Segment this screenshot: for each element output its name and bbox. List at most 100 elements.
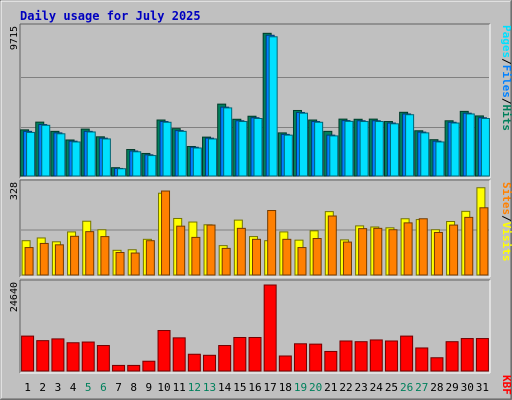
bar-sites-day-12 [191, 236, 201, 276]
bar-pages-day-21 [329, 135, 339, 177]
bar-sites-day-9 [145, 240, 155, 276]
bar-sites-day-22 [342, 241, 352, 276]
bar-kb-f-day-17 [263, 284, 277, 372]
bar-sites-day-14 [221, 247, 231, 276]
x-tick-label: 26 [400, 381, 413, 394]
bar-sites-day-6 [100, 236, 110, 276]
bar-kb-f-day-24 [369, 339, 383, 372]
y-max-label: 24640 [9, 282, 20, 312]
bar-kb-f-day-29 [445, 341, 459, 372]
bar-pages-day-13 [208, 138, 218, 177]
bar-kb-f-day-9 [142, 360, 156, 372]
x-tick-label: 17 [264, 381, 277, 394]
x-tick-label: 12 [188, 381, 201, 394]
bar-kb-f-day-6 [96, 345, 110, 372]
x-tick-label: 11 [173, 381, 186, 394]
bar-sites-day-13 [206, 224, 216, 276]
bar-pages-day-20 [314, 121, 324, 177]
bar-pages-day-29 [450, 122, 460, 177]
x-tick-label: 23 [355, 381, 368, 394]
x-tick-label: 3 [55, 381, 62, 394]
bar-sites-day-29 [449, 224, 459, 276]
bar-sites-day-28 [433, 231, 443, 276]
bar-pages-day-14 [223, 107, 233, 177]
x-tick-label: 10 [157, 381, 170, 394]
x-tick-label: 30 [461, 381, 474, 394]
bar-sites-day-15 [236, 227, 246, 276]
bar-kb-f-day-31 [475, 338, 489, 372]
x-tick-label: 6 [100, 381, 107, 394]
bar-pages-day-12 [192, 147, 202, 177]
x-tick-label: 13 [203, 381, 216, 394]
legend-entry: KB [500, 375, 512, 389]
x-tick-label: 19 [294, 381, 307, 394]
bar-kb-f-day-3 [51, 338, 65, 372]
x-tick-label: 8 [130, 381, 137, 394]
bar-pages-day-26 [405, 114, 415, 177]
panel-hits-files-pages: 9715 Pages/Files/Hits [9, 23, 512, 179]
bar-pages-day-30 [465, 113, 475, 177]
x-axis-labels: 1 2 3 4 5 6 7 8 9 10 11 12 13 14 15 16 17 18 19 20 21 22 23 24 2… [24, 381, 489, 394]
bar-sites-day-24 [373, 227, 383, 276]
bar-sites-day-21 [327, 215, 337, 276]
bar-kb-f-day-30 [460, 338, 474, 372]
legend-entry: / [500, 58, 512, 65]
x-tick-label: 4 [70, 381, 77, 394]
bar-kb-f-day-15 [233, 336, 247, 372]
bar-pages-day-19 [298, 112, 308, 177]
bar-kb-f-day-23 [354, 341, 368, 372]
bar-sites-day-2 [39, 242, 49, 276]
x-tick-label: 2 [39, 381, 46, 394]
bar-kb-f-day-7 [112, 364, 126, 372]
bar-pages-day-10 [162, 121, 172, 177]
bar-pages-day-11 [177, 130, 187, 177]
bar-pages-day-22 [344, 120, 354, 177]
bar-sites-day-8 [130, 252, 140, 276]
bar-kb-f-day-10 [157, 330, 171, 372]
legend: Sites/Visits [500, 182, 512, 262]
bar-kb-f-day-4 [66, 342, 80, 372]
legend-entry: Sites [500, 182, 512, 215]
bar-kb-f-day-28 [430, 357, 444, 372]
x-tick-label: 24 [370, 381, 384, 394]
x-tick-label: 15 [233, 381, 246, 394]
bar-pages-day-8 [132, 151, 142, 177]
legend-entry: / [500, 215, 512, 222]
x-tick-label: 22 [339, 381, 352, 394]
x-tick-label: 18 [279, 381, 292, 394]
bar-sites-day-31 [479, 207, 489, 276]
x-tick-label: 20 [309, 381, 322, 394]
x-tick-label: 5 [85, 381, 92, 394]
bar-pages-day-6 [101, 138, 111, 177]
bar-sites-day-17 [267, 210, 277, 276]
bar-kb-f-day-8 [127, 364, 141, 372]
bar-sites-day-4 [70, 235, 80, 276]
bar-pages-day-2 [41, 124, 51, 177]
bar-sites-day-10 [161, 190, 171, 276]
bar-pages-day-9 [147, 155, 157, 177]
x-tick-label: 31 [476, 381, 489, 394]
bar-pages-day-24 [374, 121, 384, 177]
x-tick-label: 27 [415, 381, 428, 394]
bar-sites-day-18 [282, 238, 292, 276]
bar-kb-f-day-5 [81, 341, 95, 372]
x-tick-label: 29 [445, 381, 458, 394]
bar-pages-day-18 [283, 134, 293, 177]
y-max-label: 9715 [9, 26, 20, 50]
bar-sites-day-30 [464, 216, 474, 276]
bar-pages-day-1 [26, 131, 36, 177]
bar-kb-f-day-12 [187, 353, 201, 372]
bar-kb-f-day-1 [21, 335, 35, 372]
panel-visits-sites: 328 Sites/Visits [9, 179, 512, 278]
legend: KBF [500, 375, 512, 395]
bar-sites-day-26 [403, 222, 413, 276]
y-max-label: 328 [9, 182, 20, 200]
x-tick-label: 16 [248, 381, 261, 394]
bar-kb-f-day-25 [384, 340, 398, 372]
bar-pages-day-16 [253, 118, 263, 177]
bar-pages-day-31 [480, 118, 490, 177]
panel-kbytes: 24640 KBF [9, 279, 512, 395]
x-tick-label: 1 [24, 381, 31, 394]
legend-entry: Hits [500, 105, 512, 132]
